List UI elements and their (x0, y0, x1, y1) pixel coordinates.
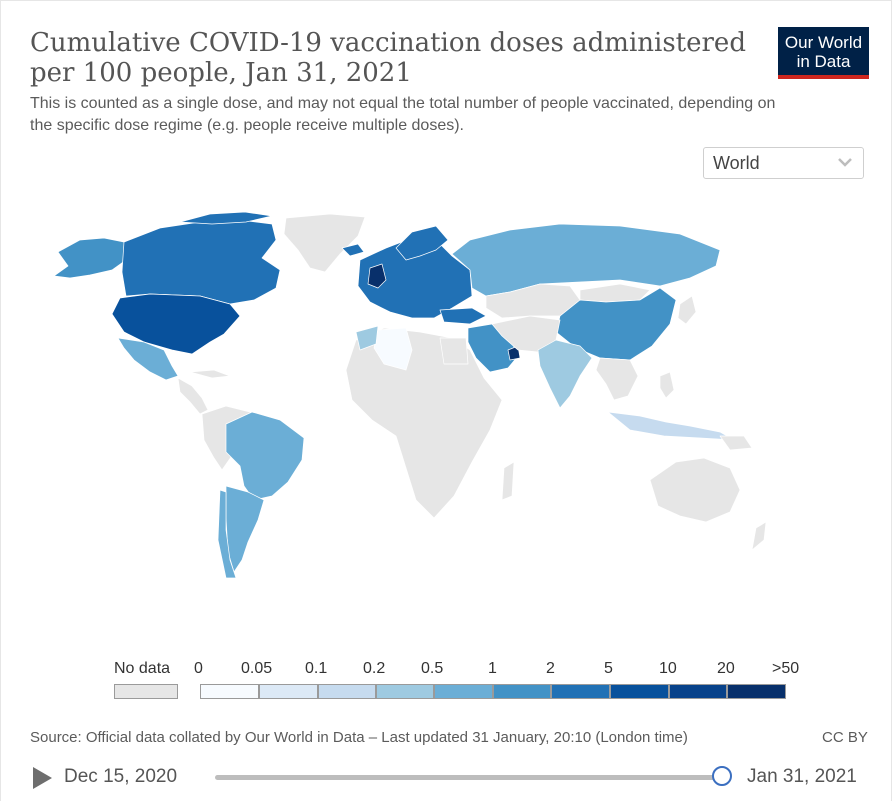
legend-bin[interactable] (376, 684, 434, 699)
map-scandinavia (395, 225, 449, 261)
region-select[interactable]: World (703, 147, 864, 179)
play-icon[interactable] (33, 767, 52, 789)
map-philippines (659, 371, 675, 399)
map-argentina (225, 485, 265, 573)
map-new-zealand (751, 521, 767, 551)
map-greenland (283, 213, 366, 273)
timeline-start-date[interactable]: Dec 15, 2020 (64, 766, 178, 787)
legend-bin[interactable] (434, 684, 493, 699)
legend-bin[interactable] (200, 684, 259, 699)
map-australia (649, 457, 741, 523)
map-caribbean (189, 369, 231, 379)
legend-bin[interactable] (610, 684, 669, 699)
map-alaska (53, 237, 127, 279)
map-indonesia (607, 411, 735, 441)
timeline-track[interactable] (215, 775, 723, 780)
legend-bin[interactable] (551, 684, 610, 699)
map-legend: No data 0 0.05 0.1 0.2 0.5 1 2 5 10 20 >… (0, 660, 892, 700)
legend-no-data-label: No data (114, 660, 171, 677)
legend-tick: 0.05 (241, 660, 273, 677)
owid-logo[interactable]: Our World in Data (778, 27, 869, 79)
legend-tick: 0.2 (363, 660, 386, 677)
map-chile (217, 489, 237, 579)
map-png (719, 435, 753, 451)
map-madagascar (501, 461, 515, 501)
map-russia (451, 223, 721, 297)
map-turkey (439, 307, 487, 325)
timeline-slider-handle[interactable] (712, 766, 732, 786)
map-brazil (225, 411, 305, 501)
logo-accent-bar (778, 75, 869, 79)
legend-tick: 1 (488, 660, 497, 677)
legend-tick: 20 (717, 660, 735, 677)
legend-tick: 10 (659, 660, 677, 677)
legend-tick: 0.1 (305, 660, 328, 677)
chart-subtitle: This is counted as a single dose, and ma… (30, 95, 776, 134)
legend-bin[interactable] (669, 684, 727, 699)
map-mongolia (579, 283, 651, 303)
legend-bin[interactable] (318, 684, 376, 699)
legend-bin[interactable] (259, 684, 318, 699)
legend-no-data-swatch[interactable] (114, 684, 178, 699)
legend-tick: 2 (546, 660, 555, 677)
map-japan (677, 295, 697, 325)
map-india (537, 339, 593, 409)
map-arctic-islands (179, 211, 273, 225)
map-canada (121, 219, 281, 305)
chevron-down-icon (838, 158, 852, 167)
map-mexico (117, 337, 179, 381)
timeline-end-date[interactable]: Jan 31, 2021 (747, 766, 857, 787)
legend-tick: 5 (604, 660, 613, 677)
legend-bin[interactable] (493, 684, 551, 699)
legend-tick: 0.5 (421, 660, 444, 677)
map-usa (111, 293, 241, 355)
logo-line-1: Our World (784, 33, 863, 52)
region-select-value: World (713, 153, 760, 173)
map-iceland (341, 243, 365, 257)
legend-tick: >50 (772, 660, 800, 677)
legend-tick: 0 (194, 660, 203, 677)
logo-line-2: in Data (796, 52, 851, 71)
map-morocco (355, 325, 379, 351)
source-note: Source: Official data collated by Our Wo… (30, 729, 688, 746)
legend-bin[interactable] (727, 684, 786, 699)
map-central-america (177, 377, 209, 415)
license-link[interactable]: CC BY (822, 729, 868, 746)
map-africa (345, 327, 503, 519)
world-map (53, 211, 767, 579)
map-egypt (439, 337, 469, 365)
map-uk (367, 263, 387, 289)
chart-title: Cumulative COVID-19 vaccination doses ad… (30, 28, 746, 88)
map-southeast-asia (595, 357, 639, 401)
map-algeria (373, 327, 413, 371)
